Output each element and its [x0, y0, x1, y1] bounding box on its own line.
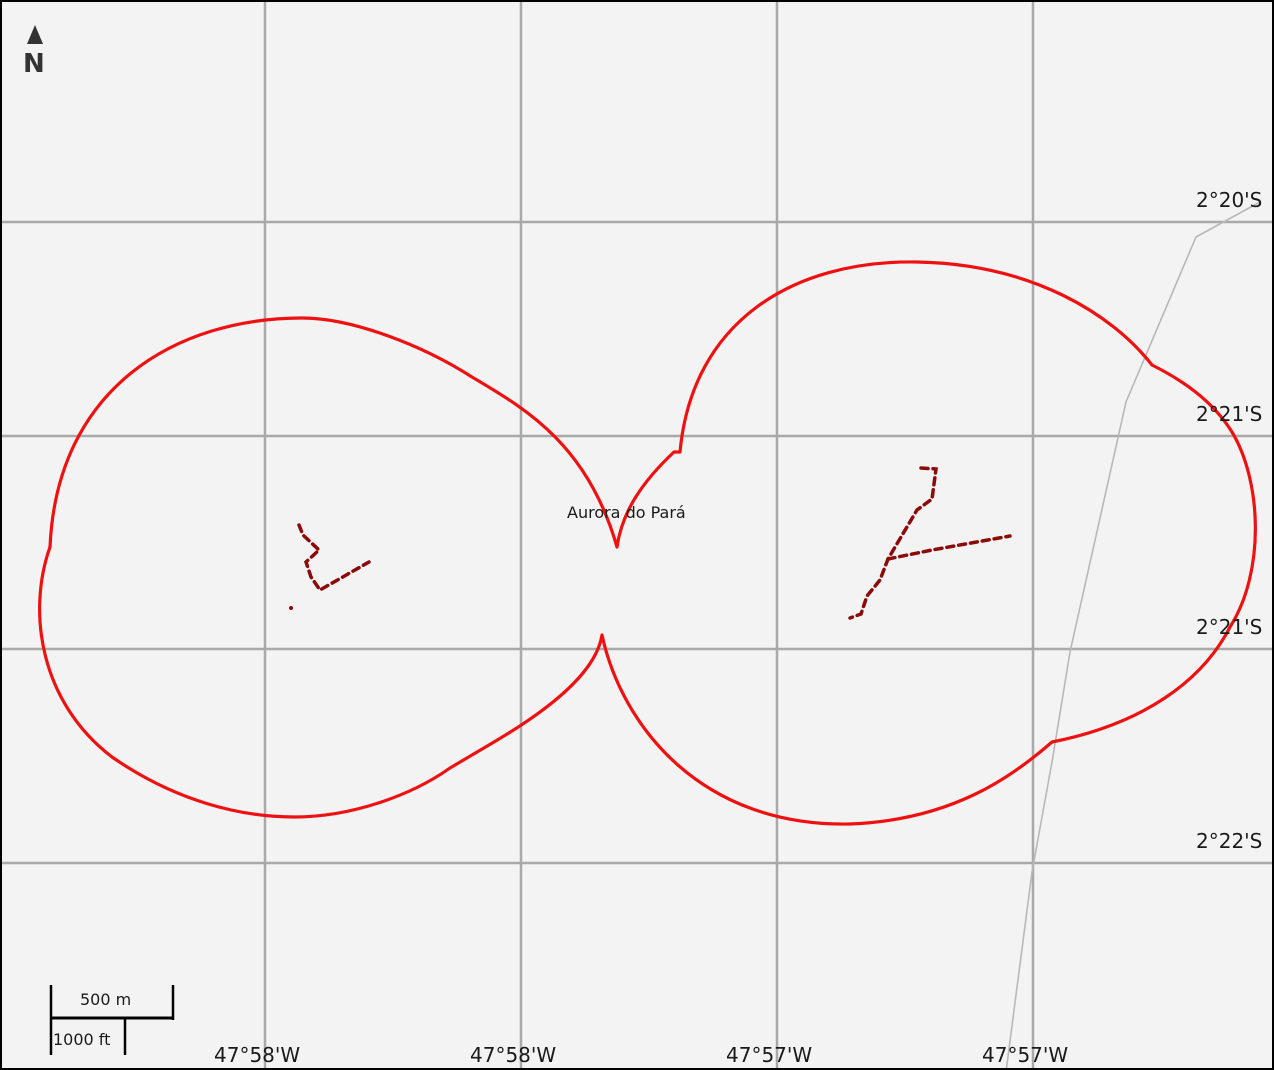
area-boundary — [38, 260, 1257, 826]
scale-imperial-label: 1000 ft — [53, 1030, 110, 1049]
track-left-main — [297, 523, 371, 593]
scale-metric-label: 500 m — [80, 990, 131, 1009]
place-label: Aurora do Pará — [567, 503, 686, 522]
track-right-main — [848, 466, 938, 620]
road-line — [1005, 201, 1261, 1068]
latitude-label: 2°21'S — [1196, 615, 1262, 639]
scale-bar: 500 m 1000 ft — [49, 985, 175, 1055]
longitude-label: 47°57'W — [982, 1043, 1068, 1067]
latitude-label: 2°21'S — [1196, 402, 1262, 426]
latitude-label: 2°20'S — [1196, 188, 1262, 212]
latitude-label: 2°22'S — [1196, 829, 1262, 853]
longitude-label: 47°58'W — [214, 1043, 300, 1067]
longitude-label: 47°58'W — [470, 1043, 556, 1067]
north-arrow-icon: N — [23, 25, 45, 79]
north-arrow-triangle — [27, 25, 43, 44]
track-left-point — [289, 606, 293, 610]
longitude-label: 47°57'W — [726, 1043, 812, 1067]
track-right-branch — [886, 534, 1012, 561]
north-letter: N — [23, 49, 45, 79]
track-right — [848, 466, 1012, 620]
track-left — [289, 523, 371, 610]
